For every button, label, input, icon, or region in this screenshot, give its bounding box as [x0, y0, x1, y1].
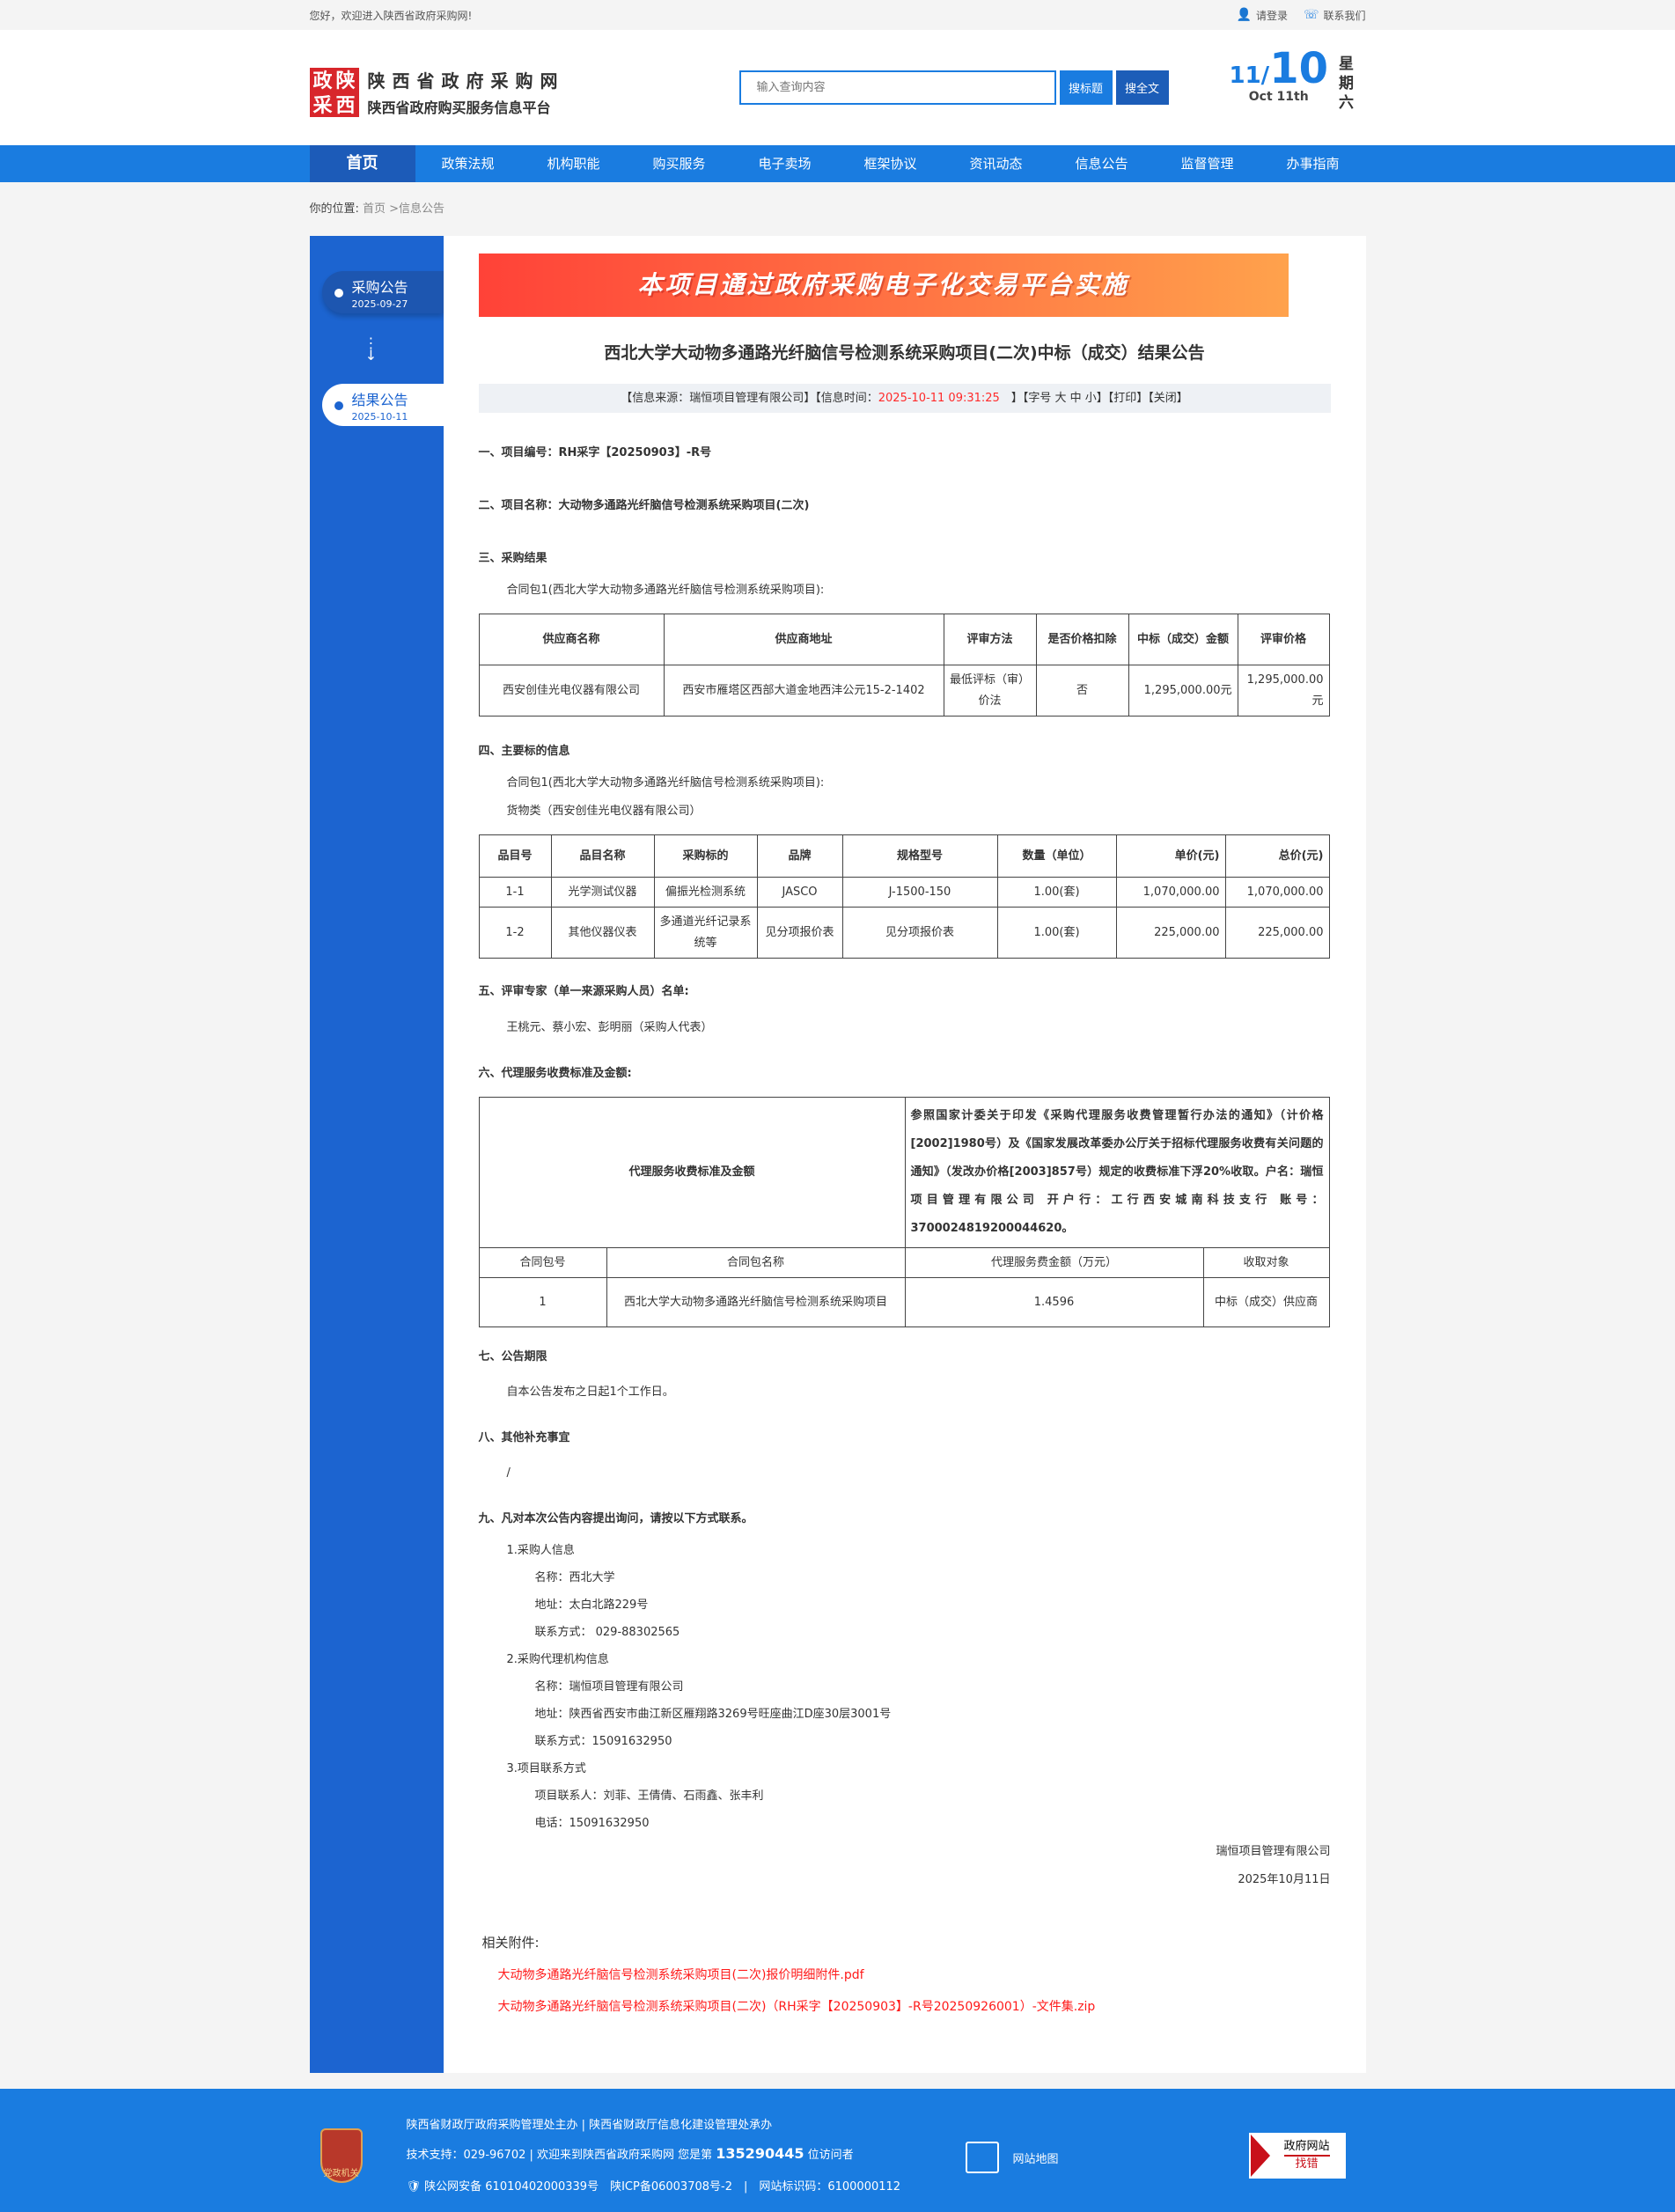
- signature-date: 2025年10月11日: [1238, 1873, 1331, 1886]
- footer: 党政机关 陕西省财政厅政府采购管理处主办 | 陕西省财政厅信息化建设管理处承办 …: [0, 2089, 1675, 2212]
- nav-guide[interactable]: 办事指南: [1286, 156, 1340, 172]
- site-logo[interactable]: 政陕采西 陕西省政府采购网陕西省政府购买服务信息平台: [309, 67, 565, 117]
- contact-purchaser: 1.采购人信息: [506, 1544, 575, 1557]
- info-actions[interactable]: 】【字号 大 中 小】【打印】【关闭】: [1010, 392, 1188, 405]
- user-icon: 👤: [1236, 8, 1252, 22]
- package-label: 合同包1(西北大学大动物多通路光纤脑信号检测系统采购项目):: [506, 776, 825, 790]
- main-nav: 首页 政策法规 机构职能 购买服务 电子卖场 框架协议 资讯动态 信息公告 监督…: [0, 145, 1675, 182]
- info-bar: 【信息来源：瑞恒项目管理有限公司】【信息时间：2025-10-11 09:31:…: [478, 384, 1331, 413]
- arrow-down-icon: ⋮ ↓: [364, 334, 378, 364]
- breadcrumb-path[interactable]: 首页 >信息公告: [363, 202, 445, 216]
- other-matters: /: [506, 1466, 511, 1480]
- contact-link[interactable]: ☏ 联系我们: [1303, 8, 1366, 22]
- result-table: 供应商名称 供应商地址 评审方法 是否价格扣除 中标（成交）金额 评审价格 西安创佳光电仪…: [478, 614, 1330, 717]
- section-8: 八、其他补充事宜: [478, 1431, 570, 1444]
- table-row: 1-2 其他仪器仪表 多通道光纤记录系统等 见分项报价表 见分项报价表 1.00(套) 22…: [478, 907, 1330, 959]
- section-6: 六、代理服务收费标准及金额:: [478, 1067, 632, 1080]
- article: 本项目通过政府采购电子化交易平台实施 西北大学大动物多通路光纤脑信号检测系统采购…: [443, 236, 1366, 2073]
- login-link[interactable]: 👤 请登录: [1236, 8, 1288, 22]
- party-badge-logo: 党政机关: [320, 2128, 363, 2183]
- dot-icon: [334, 289, 343, 298]
- nav-policy[interactable]: 政策法规: [441, 156, 495, 172]
- weekday: 星期六: [1338, 55, 1354, 112]
- police-emblem-icon: 🛡: [406, 2180, 422, 2194]
- table-row: 1-1 光学测试仪器 偏振光检测系统 JASCO J-1500-150 1.00(套) 1,…: [478, 877, 1330, 908]
- sidebar-timeline: 采购公告 2025-09-27 ⋮ ↓ 结果公告 2025-10-11: [309, 236, 444, 2073]
- nav-announcements[interactable]: 信息公告: [1075, 156, 1128, 172]
- contact-project: 3.项目联系方式: [506, 1762, 586, 1775]
- site-title: 陕西省政府采购网: [367, 70, 565, 92]
- date-display: 11/10 Oct 11th 星期六: [1229, 44, 1354, 112]
- experts: 王桃元、蔡小宏、彭明丽（采购人代表）: [506, 1021, 713, 1034]
- nav-institutions[interactable]: 机构职能: [547, 156, 600, 172]
- welcome-text: 您好，欢迎进入陕西省政府采购网!: [309, 9, 473, 22]
- items-table: 品目号 品目名称 采购标的 品牌 规格型号 数量（单位） 单价(元) 总价(元) 1-1 光学测…: [478, 834, 1330, 959]
- logo-seal: 政陕采西: [309, 67, 359, 117]
- visitor-count: 135290445: [716, 2145, 804, 2162]
- section-9: 九、凡对本次公告内容提出询问，请按以下方式联系。: [478, 1512, 753, 1525]
- top-bar: 您好，欢迎进入陕西省政府采购网! 👤 请登录 ☏ 联系我们: [0, 0, 1675, 30]
- dot-icon: [334, 401, 343, 410]
- sitemap-link[interactable]: 网站地图: [965, 2142, 1059, 2173]
- nav-supervision[interactable]: 监督管理: [1180, 156, 1234, 172]
- section-7: 七、公告期限: [478, 1350, 547, 1363]
- step-procurement-notice[interactable]: 采购公告 2025-09-27: [321, 271, 444, 313]
- site-subtitle: 陕西省政府购买服务信息平台: [367, 99, 551, 116]
- fee-table: 代理服务收费标准及金额 参照国家计委关于印发《采购代理服务收费管理暂行办法的通知》…: [478, 1097, 1330, 1327]
- section-2: 二、项目名称：大动物多通路光纤脑信号检测系统采购项目(二次): [478, 499, 810, 512]
- nav-news[interactable]: 资讯动态: [969, 156, 1023, 172]
- attachment-link[interactable]: 大动物多通路光纤脑信号检测系统采购项目(二次)报价明细附件.pdf: [497, 1968, 864, 1982]
- step-result-notice[interactable]: 结果公告 2025-10-11: [321, 384, 444, 426]
- nav-home[interactable]: 首页: [309, 145, 415, 182]
- period: 自本公告发布之日起1个工作日。: [506, 1385, 674, 1399]
- info-time: 2025-10-11 09:31:25: [878, 392, 1000, 405]
- attachment-link[interactable]: 大动物多通路光纤脑信号检测系统采购项目(二次)（RH采字【20250903】-R…: [497, 2000, 1096, 2014]
- search-title-button[interactable]: 搜标题: [1059, 70, 1113, 105]
- goods-label: 货物类（西安创佳光电仪器有限公司）: [506, 805, 702, 818]
- table-row: 西安创佳光电仪器有限公司 西安市雁塔区西部大道金地西沣公元15-2-1402 最低评…: [478, 665, 1330, 717]
- breadcrumb: 你的位置: 首页 >信息公告: [309, 202, 445, 216]
- contact-agency: 2.采购代理机构信息: [506, 1653, 609, 1666]
- search-fulltext-button[interactable]: 搜全文: [1115, 70, 1169, 105]
- magnifier-icon: [1250, 2135, 1270, 2177]
- search-input[interactable]: [738, 70, 1056, 105]
- nav-purchase-service[interactable]: 购买服务: [652, 156, 706, 172]
- gov-site-error-report[interactable]: 政府网站 找错: [1247, 2132, 1347, 2179]
- phone-icon: ☏: [1303, 8, 1319, 22]
- map-icon: [965, 2142, 999, 2173]
- package-label: 合同包1(西北大学大动物多通路光纤脑信号检测系统采购项目):: [506, 584, 825, 597]
- attachments: 相关附件: 大动物多通路光纤脑信号检测系统采购项目(二次)报价明细附件.pdf …: [479, 1933, 1331, 2015]
- section-5: 五、评审专家（单一来源采购人员）名单:: [478, 985, 689, 998]
- page-title: 西北大学大动物多通路光纤脑信号检测系统采购项目(二次)中标（成交）结果公告: [604, 343, 1205, 363]
- section-4: 四、主要标的信息: [478, 745, 570, 758]
- nav-framework[interactable]: 框架协议: [863, 156, 917, 172]
- banner: 本项目通过政府采购电子化交易平台实施: [478, 254, 1289, 317]
- nav-e-mall[interactable]: 电子卖场: [758, 156, 812, 172]
- section-1: 一、项目编号：RH采字【20250903】-R号: [478, 446, 712, 459]
- search-bar: 搜标题 搜全文: [738, 70, 1169, 105]
- signature-org: 瑞恒项目管理有限公司: [1216, 1845, 1331, 1858]
- table-row: 1 西北大学大动物多通路光纤脑信号检测系统采购项目 1.4596 中标（成交）供应商: [478, 1277, 1330, 1327]
- section-3: 三、采购结果: [478, 552, 547, 565]
